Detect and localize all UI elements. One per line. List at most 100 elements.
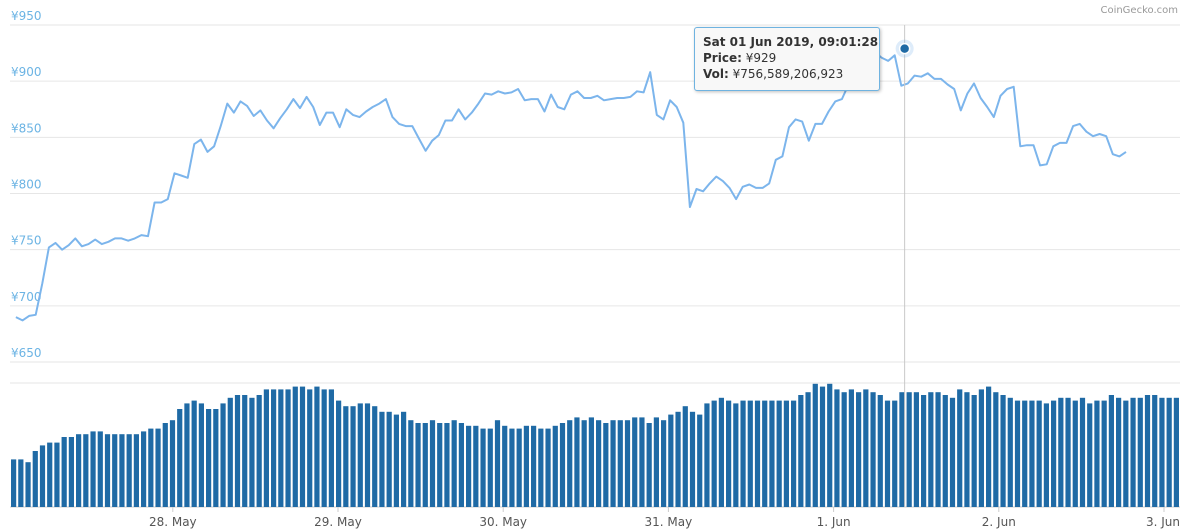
volume-bar	[942, 395, 948, 507]
volume-bar	[509, 428, 515, 507]
volume-bar	[538, 428, 544, 507]
volume-bar	[805, 392, 811, 507]
volume-bar	[155, 428, 161, 507]
volume-bar	[798, 395, 804, 507]
highlight-marker[interactable]	[898, 42, 911, 55]
volume-bar	[429, 420, 436, 507]
volume-bar	[97, 431, 103, 507]
volume-bar	[76, 434, 82, 507]
volume-bar	[884, 400, 891, 507]
volume-bar	[603, 423, 609, 507]
volume-bar	[1058, 397, 1064, 507]
price-tooltip: Sat 01 Jun 2019, 09:01:28 Price: ¥929 Vo…	[694, 27, 880, 91]
volume-bar	[624, 420, 631, 507]
volume-bar	[104, 434, 111, 507]
volume-bar	[1108, 395, 1114, 507]
volume-bar	[364, 403, 371, 507]
y-tick-label: ¥700	[11, 290, 42, 304]
x-tick-label: 28. May	[149, 515, 197, 529]
volume-bar	[682, 406, 688, 507]
volume-bar	[162, 423, 168, 507]
x-tick-label: 2. Jun	[982, 515, 1016, 529]
x-axis-labels: 28. May 29. May 30. May 31. May 1. Jun 2. Jun…	[149, 507, 1180, 529]
price-line	[15, 47, 1127, 322]
volume-bar	[386, 411, 392, 507]
volume-bar	[343, 406, 349, 507]
volume-bar	[668, 414, 674, 507]
tooltip-vol-label: Vol:	[703, 67, 729, 81]
volume-bar	[350, 406, 356, 507]
volume-bar	[697, 414, 703, 507]
volume-bar	[220, 403, 226, 507]
volume-bar	[68, 437, 74, 507]
chart-credit[interactable]: CoinGecko.com	[1100, 5, 1178, 16]
volume-bar	[653, 417, 659, 507]
volume-bar	[271, 389, 277, 507]
volume-bar	[285, 389, 291, 507]
volume-bar	[899, 392, 905, 507]
x-tick-label: 30. May	[479, 515, 527, 529]
volume-bar	[523, 425, 529, 507]
volume-bar	[639, 417, 645, 507]
volume-bar	[502, 425, 508, 507]
volume-bar	[906, 392, 912, 507]
volume-bar	[646, 423, 652, 507]
volume-bar	[444, 423, 450, 507]
volume-bar	[415, 423, 421, 507]
volume-bar	[1116, 397, 1122, 507]
x-tick-label: 3. Jun	[1146, 515, 1180, 529]
volume-bar	[841, 392, 847, 507]
volume-bar	[227, 397, 233, 507]
volume-bar	[776, 400, 782, 507]
volume-bar	[971, 395, 977, 507]
volume-bar	[596, 420, 602, 507]
x-tick-label: 1. Jun	[817, 515, 851, 529]
volume-bar	[480, 428, 486, 507]
volume-bar	[588, 417, 594, 507]
volume-bar	[740, 400, 746, 507]
volume-bar	[177, 409, 183, 507]
volume-bar	[733, 403, 739, 507]
volume-bar	[422, 423, 428, 507]
volume-bar	[249, 397, 255, 507]
volume-bar	[1000, 395, 1006, 507]
volume-bar	[827, 383, 833, 507]
volume-bar	[321, 389, 327, 507]
volume-bar	[935, 392, 941, 507]
y-axis-labels: ¥650 ¥700 ¥750 ¥800 ¥850 ¥900 ¥950	[11, 9, 42, 360]
volume-bar	[11, 459, 17, 507]
volume-bar	[299, 386, 306, 507]
volume-bar	[726, 400, 732, 507]
volume-bar	[856, 392, 862, 507]
volume-bar	[1094, 400, 1100, 507]
price-line-path	[15, 47, 1127, 322]
volume-bar	[711, 400, 717, 507]
volume-bar	[119, 434, 125, 507]
tooltip-date: Sat 01 Jun 2019, 09:01:28	[703, 35, 879, 49]
x-tick-label: 31. May	[645, 515, 693, 529]
volume-bar	[978, 389, 984, 507]
volume-bar	[769, 400, 775, 507]
volume-bar	[661, 420, 667, 507]
volume-bar	[1173, 397, 1179, 507]
volume-bar	[921, 395, 927, 507]
volume-bar	[184, 403, 190, 507]
volume-bar	[812, 383, 818, 507]
volume-bar	[1022, 400, 1028, 507]
volume-bar	[762, 400, 768, 507]
volume-bar	[1043, 403, 1049, 507]
volume-bar	[1123, 400, 1129, 507]
volume-bar	[531, 425, 537, 507]
volume-bar	[234, 395, 241, 507]
y-tick-label: ¥650	[11, 346, 42, 360]
volume-bar	[1159, 397, 1165, 507]
volume-bar	[206, 409, 212, 507]
volume-bar	[437, 423, 443, 507]
volume-bar	[47, 442, 53, 507]
volume-bar	[1072, 400, 1078, 507]
x-tick-label: 29. May	[314, 515, 362, 529]
volume-bar	[292, 386, 298, 507]
volume-bar	[401, 411, 407, 507]
volume-bar	[112, 434, 118, 507]
